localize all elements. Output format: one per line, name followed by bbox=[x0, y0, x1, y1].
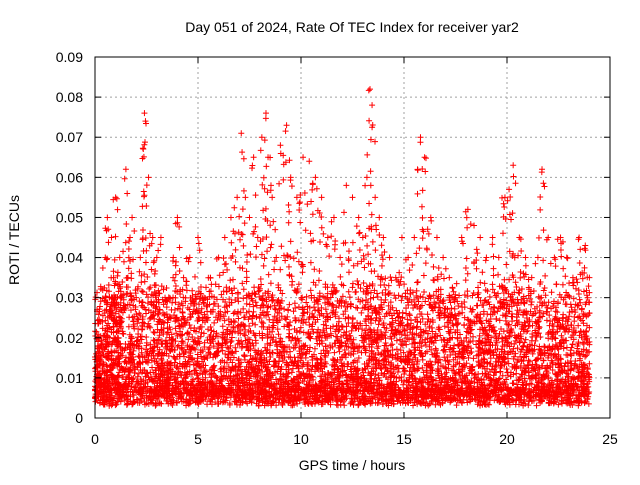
chart-canvas: 0510152025 00.010.020.030.040.050.060.07… bbox=[0, 0, 640, 480]
roti-chart: 0510152025 00.010.020.030.040.050.060.07… bbox=[0, 0, 640, 480]
